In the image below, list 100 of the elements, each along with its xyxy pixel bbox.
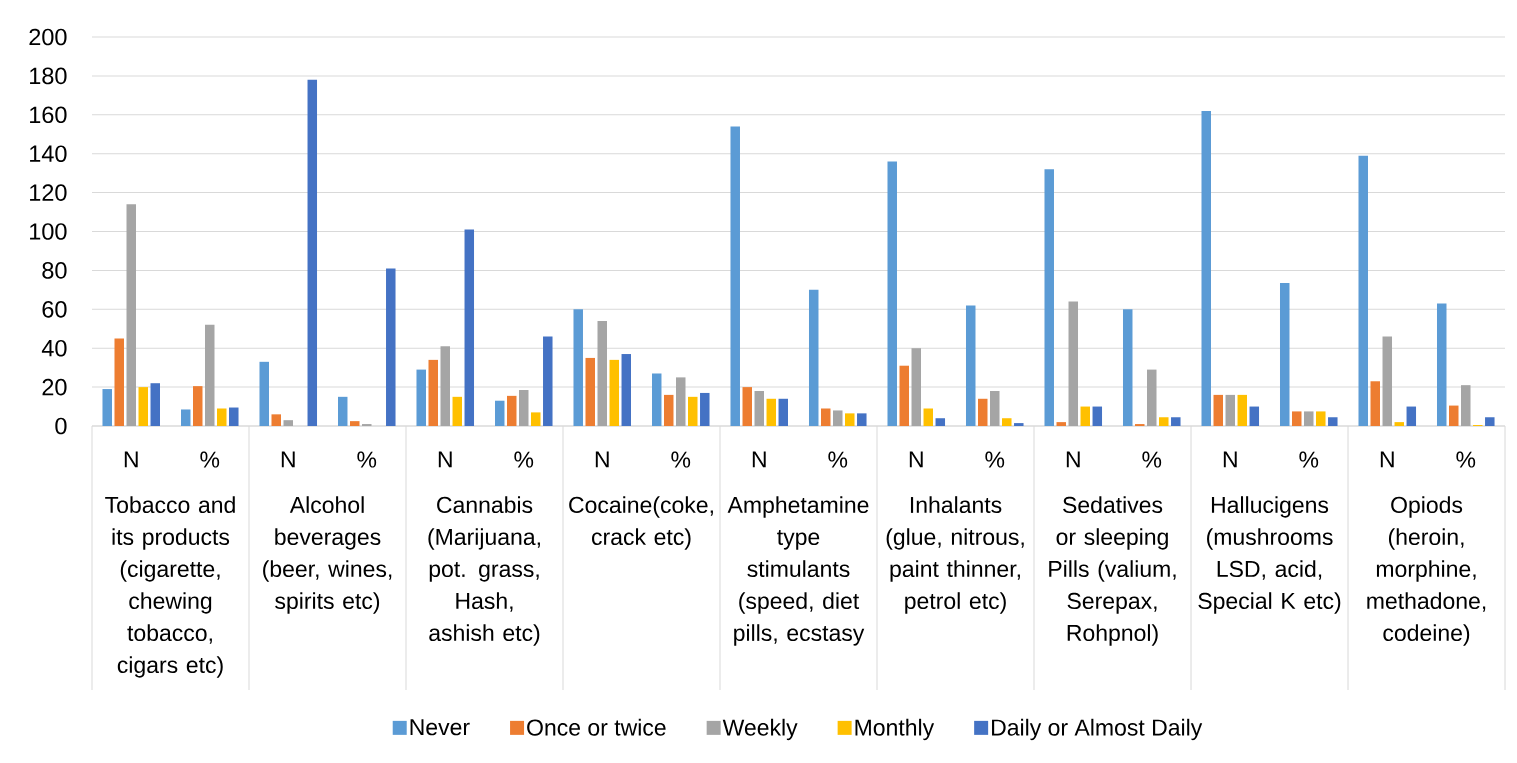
bar	[229, 407, 239, 426]
bar	[688, 396, 698, 426]
bar	[1068, 301, 1079, 426]
bar	[700, 392, 710, 426]
text: Hallucigens (mushrooms LSD, acid, Special K etc)	[1198, 496, 1341, 614]
bar	[887, 161, 897, 426]
bar	[1249, 406, 1260, 426]
bar	[1171, 417, 1181, 426]
bar	[307, 79, 318, 426]
bar	[494, 400, 505, 426]
x-tick-label: %	[1456, 451, 1476, 468]
bar	[766, 398, 777, 426]
y-tick-label: 160	[30, 106, 67, 124]
bar	[180, 409, 191, 426]
legend-label: Monthly	[855, 718, 935, 741]
bar	[1002, 418, 1012, 426]
bar	[205, 324, 215, 426]
bar	[1461, 385, 1471, 426]
x-tick-label: %	[985, 451, 1005, 468]
bar	[386, 268, 396, 426]
bar	[664, 394, 674, 426]
text: Alcohol beverages (beer, wines, spirits etc)	[263, 496, 392, 614]
bar	[519, 390, 529, 426]
bar	[1159, 417, 1169, 426]
bar	[192, 386, 203, 426]
bar	[428, 359, 438, 426]
bar	[1092, 406, 1103, 426]
y-tick-label: 180	[30, 67, 67, 85]
legend-label: Never	[410, 719, 470, 736]
y-tick-label: 140	[30, 145, 67, 163]
bar	[150, 383, 161, 426]
x-tick-label: %	[1142, 451, 1162, 468]
bar	[1449, 405, 1459, 426]
bar	[1014, 423, 1024, 426]
x-tick-label: N	[1066, 451, 1080, 468]
bar	[1437, 303, 1447, 426]
x-tick-label: N	[124, 451, 138, 468]
bar	[259, 361, 269, 426]
x-tick-label: %	[671, 451, 691, 468]
bar	[464, 229, 475, 426]
bar	[808, 289, 819, 426]
bar	[1122, 309, 1133, 426]
bar	[651, 373, 662, 426]
bar	[899, 365, 909, 426]
y-tick-label: 120	[30, 184, 67, 201]
bar	[621, 354, 632, 426]
bar	[271, 414, 281, 426]
bar	[754, 390, 765, 426]
text: Sedatives or sleeping Pills (valium, Serepax, Rohpnol)	[1049, 496, 1176, 646]
legend-label: Daily or Almost Daily	[992, 718, 1203, 741]
bar	[573, 309, 583, 426]
text: Opiods (heroin, morphine, methadone, codeine)	[1367, 496, 1486, 646]
text: Cocaine(coke, crack etc)	[569, 496, 713, 550]
bar	[416, 369, 426, 426]
bar	[1304, 411, 1314, 426]
bar	[1044, 169, 1054, 426]
bar	[1147, 369, 1157, 426]
bar	[965, 305, 976, 426]
bar	[1358, 155, 1368, 426]
bar	[911, 348, 922, 426]
bar	[730, 126, 740, 426]
bar	[1201, 110, 1211, 426]
text: Cannabis (Marijuana, pot. grass, Hash, ashish etc)	[428, 496, 540, 646]
bar	[543, 336, 553, 426]
y-tick-label: 200	[29, 28, 67, 46]
bar	[138, 387, 149, 426]
y-tick-label: 60	[42, 300, 67, 318]
bar	[283, 420, 293, 426]
text: Tobacco and its products (cigarette, chewing tobacco, cigars etc)	[105, 496, 235, 678]
bar	[337, 396, 348, 426]
bar	[990, 390, 1000, 426]
x-tick-label: %	[357, 451, 377, 468]
y-tick-label: 0	[55, 417, 67, 435]
bar	[440, 346, 450, 426]
bar	[506, 395, 517, 426]
bar	[1292, 411, 1302, 426]
bar	[935, 418, 946, 426]
bar	[845, 413, 855, 426]
x-tick-label: N	[752, 451, 766, 468]
bar	[349, 421, 360, 426]
bar	[1213, 394, 1223, 426]
bar	[1406, 406, 1417, 426]
bar	[742, 387, 752, 426]
x-tick-label: N	[595, 451, 609, 468]
bar	[1328, 417, 1338, 426]
x-tick-label: N	[281, 451, 295, 468]
bar	[114, 338, 124, 426]
y-tick-label: 40	[41, 339, 67, 357]
x-tick-label: %	[828, 451, 848, 468]
x-tick-label: N	[1380, 451, 1394, 468]
bar	[531, 412, 541, 426]
bar	[126, 204, 136, 426]
bar	[778, 398, 789, 426]
bar	[1382, 336, 1393, 426]
x-tick-label: %	[200, 451, 220, 468]
x-tick-label: N	[909, 451, 923, 468]
bar	[597, 320, 607, 426]
bar	[1080, 406, 1091, 426]
text: Amphetamine type stimulants (speed, diet pills, ecstasy	[727, 496, 869, 646]
legend-label: Once or twice	[527, 718, 666, 736]
